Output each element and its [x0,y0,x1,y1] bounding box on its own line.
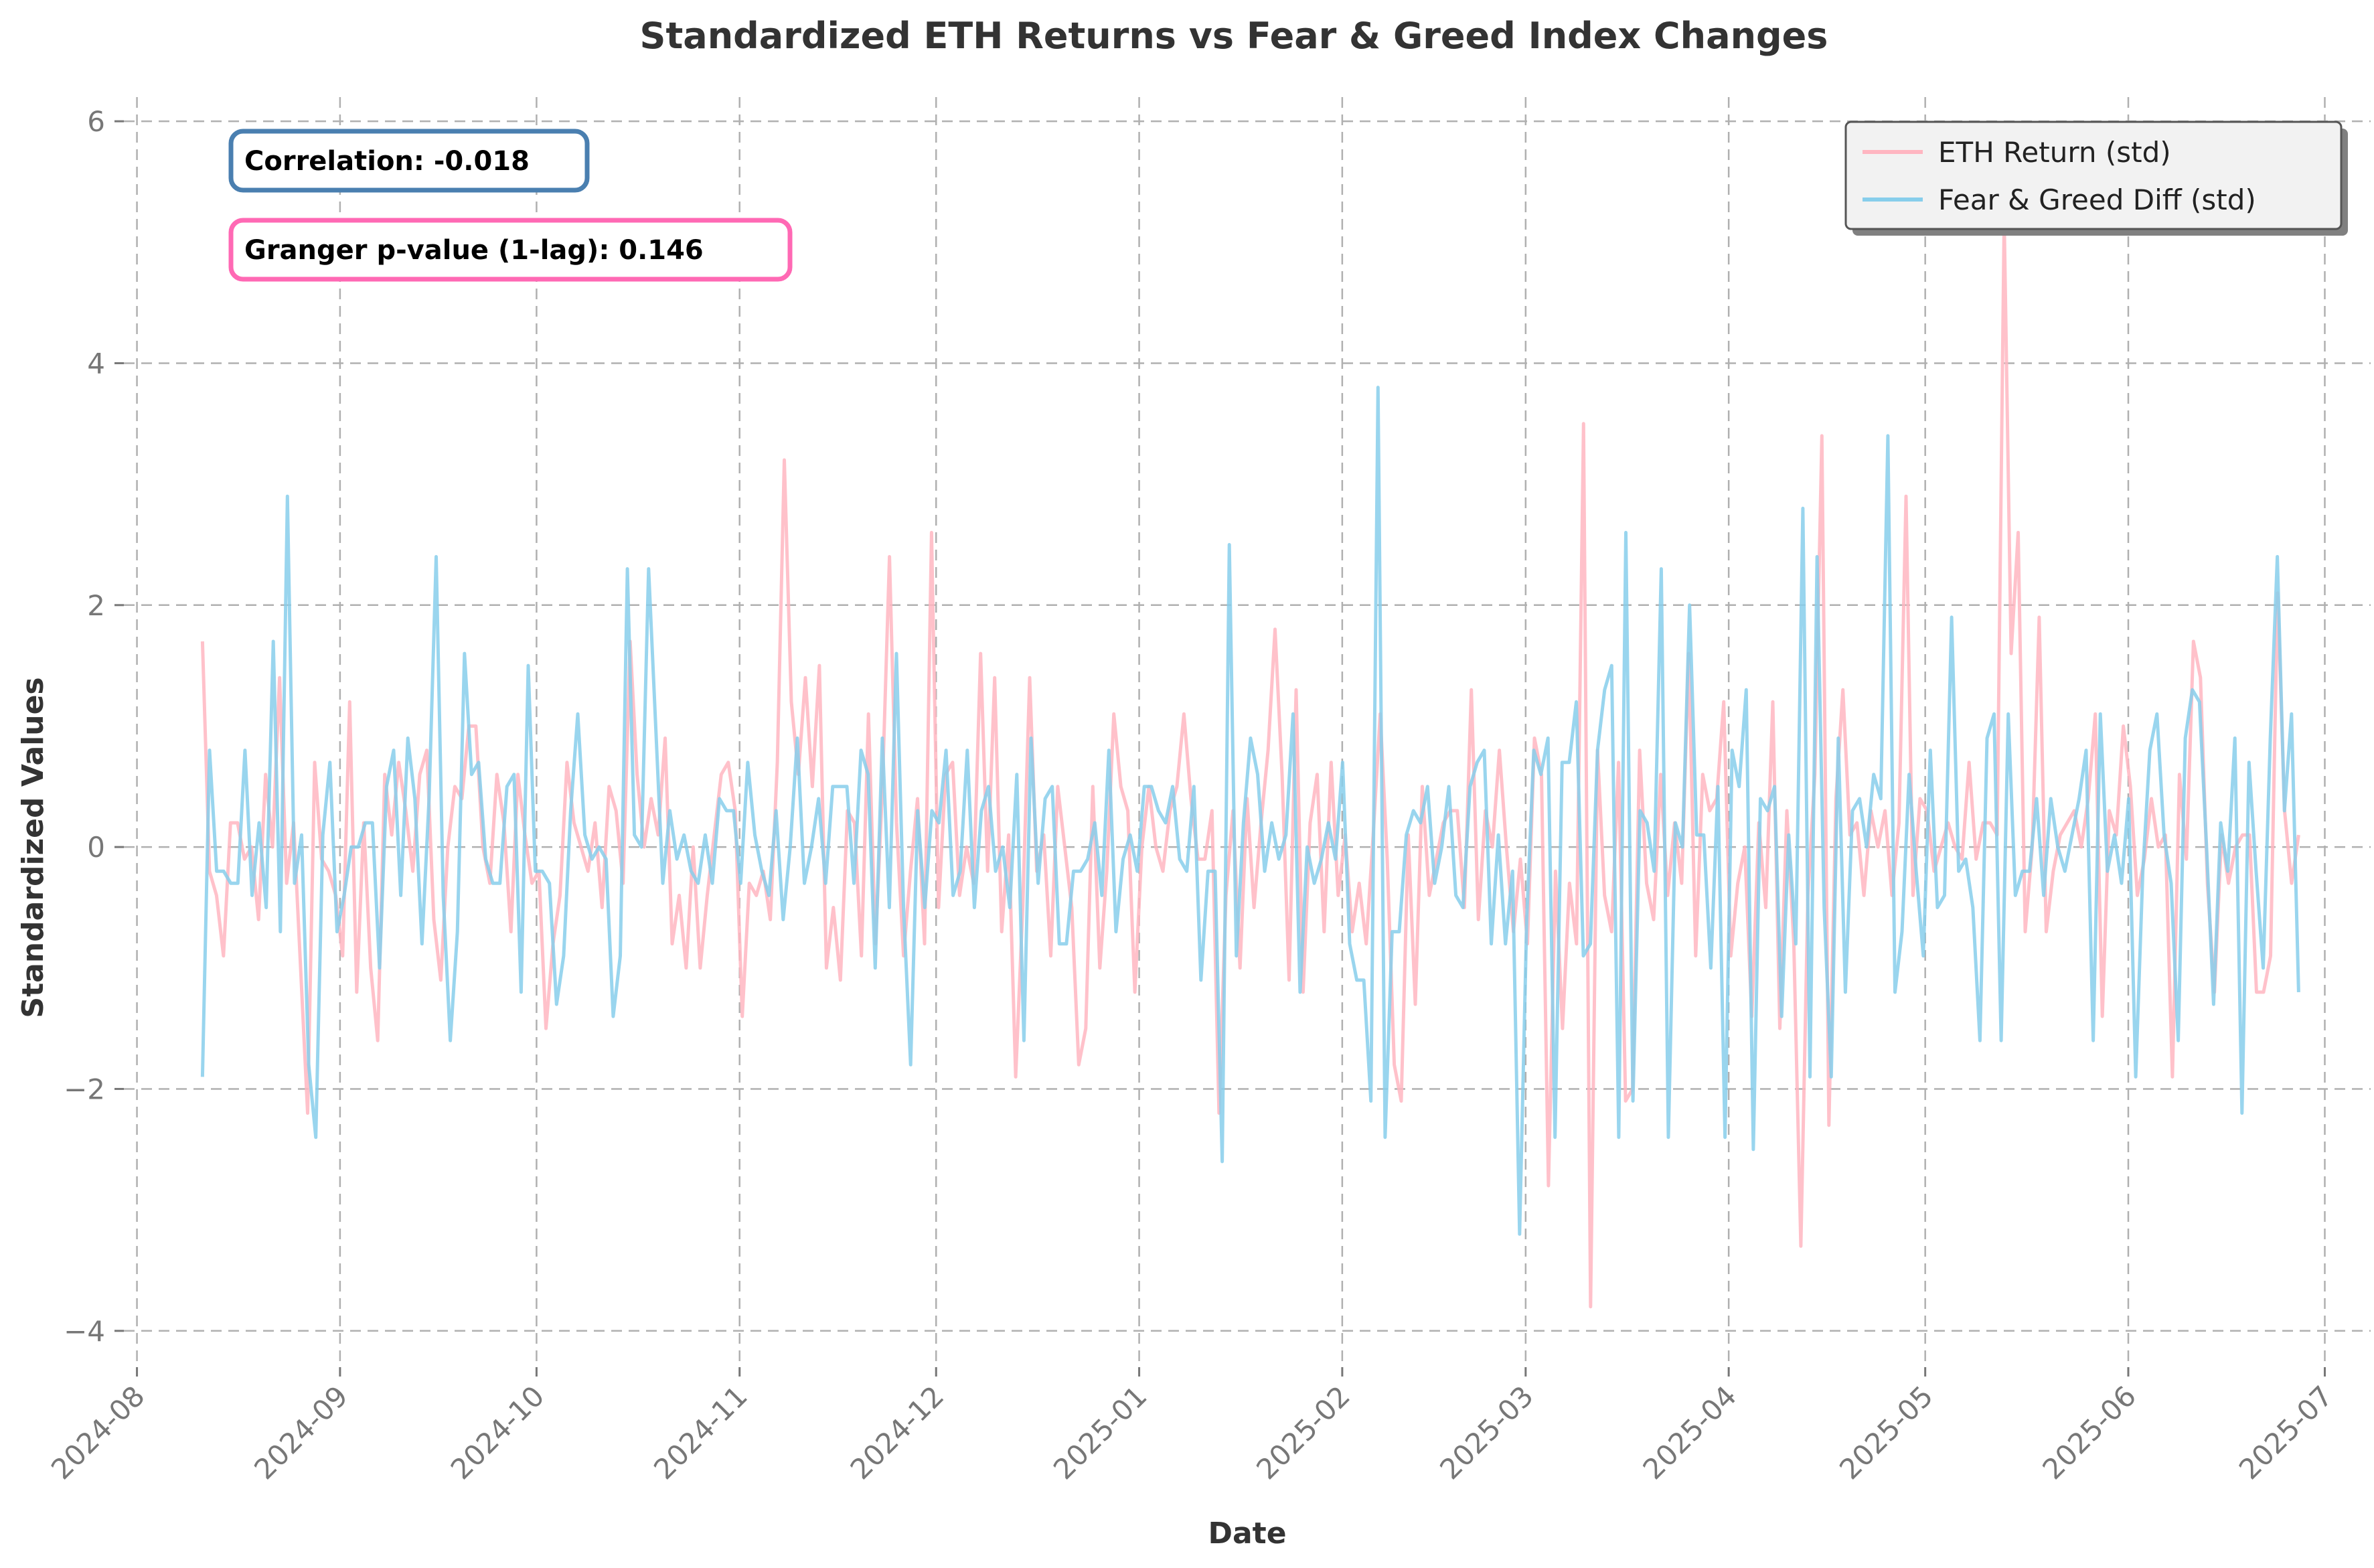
y-tick-label: −4 [64,1315,105,1348]
grid [124,97,2371,1367]
legend: ETH Return (std) Fear & Greed Diff (std) [1844,121,2348,236]
legend-label-eth: ETH Return (std) [1938,136,2171,169]
y-tick-label: 2 [87,589,105,622]
granger-annotation: Granger p-value (1-lag): 0.146 [244,235,704,266]
granger-annotation-box [228,218,793,282]
chart-title: Standardized ETH Returns vs Fear & Greed… [640,15,1828,57]
y-tick-label: −2 [64,1073,105,1105]
series-line-fear-greed-diff [200,386,2300,1236]
y-tick-label: 4 [87,347,105,380]
y-tick-label: 0 [87,831,105,864]
x-axis-label: Date [1208,1516,1286,1551]
y-axis-label: Standardized Values [16,677,50,1018]
correlation-annotation-box [228,129,590,193]
annotations: Correlation: -0.018 Granger p-value (1-l… [228,129,793,282]
series-line-eth-return [200,216,2300,1309]
legend-box [1844,121,2343,230]
series-layer [200,216,2300,1309]
correlation-annotation: Correlation: -0.018 [244,146,530,177]
y-tick-label: 6 [87,105,105,138]
legend-label-fear-greed: Fear & Greed Diff (std) [1938,183,2256,216]
